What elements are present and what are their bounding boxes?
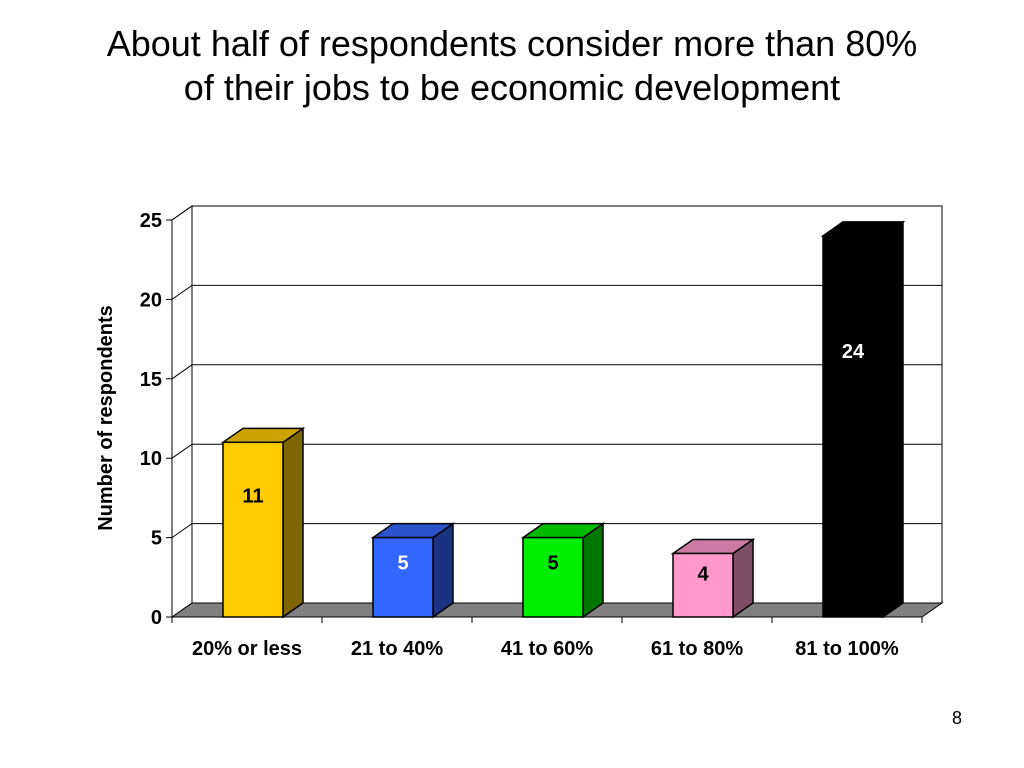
gridline [171,523,942,539]
page-number: 8 [951,708,962,728]
bar-side [882,220,904,619]
gridline [171,205,942,221]
data-label: 24 [842,341,865,363]
bar-side [582,522,604,619]
bar [222,441,284,618]
x-tick-label: 41 to 60% [501,638,593,660]
bar-side [282,426,304,619]
gridline [171,364,942,380]
y-tick-label: 10 [140,448,162,470]
slide-title-line-2: of their jobs to be economic development [183,67,841,108]
gridline [171,284,942,300]
slide-title-line-1: About half of respondents consider more … [106,23,918,64]
y-tick-label: 20 [140,289,162,311]
y-axis-title: Number of respondents [95,305,117,531]
data-label: 5 [547,552,558,574]
bar [522,536,584,618]
y-tick-label: 5 [151,528,162,550]
x-tick-label: 21 to 40% [351,638,443,660]
x-tick-label: 20% or less [192,638,302,660]
gridline [171,443,942,459]
slide-title: About half of respondents consider more … [0,22,1024,110]
bar-side [432,522,454,619]
y-tick-label: 0 [151,607,162,629]
x-tick-label: 61 to 80% [651,638,743,660]
bar [372,536,434,618]
bar [822,235,884,618]
chart-side-wall [171,205,193,618]
y-tick-label: 15 [140,369,162,391]
data-label: 5 [397,552,408,574]
x-tick-label: 81 to 100% [795,638,899,660]
y-tick-label: 25 [140,210,162,232]
data-label: 4 [697,564,709,586]
bar [672,552,734,618]
data-label: 11 [242,486,263,508]
